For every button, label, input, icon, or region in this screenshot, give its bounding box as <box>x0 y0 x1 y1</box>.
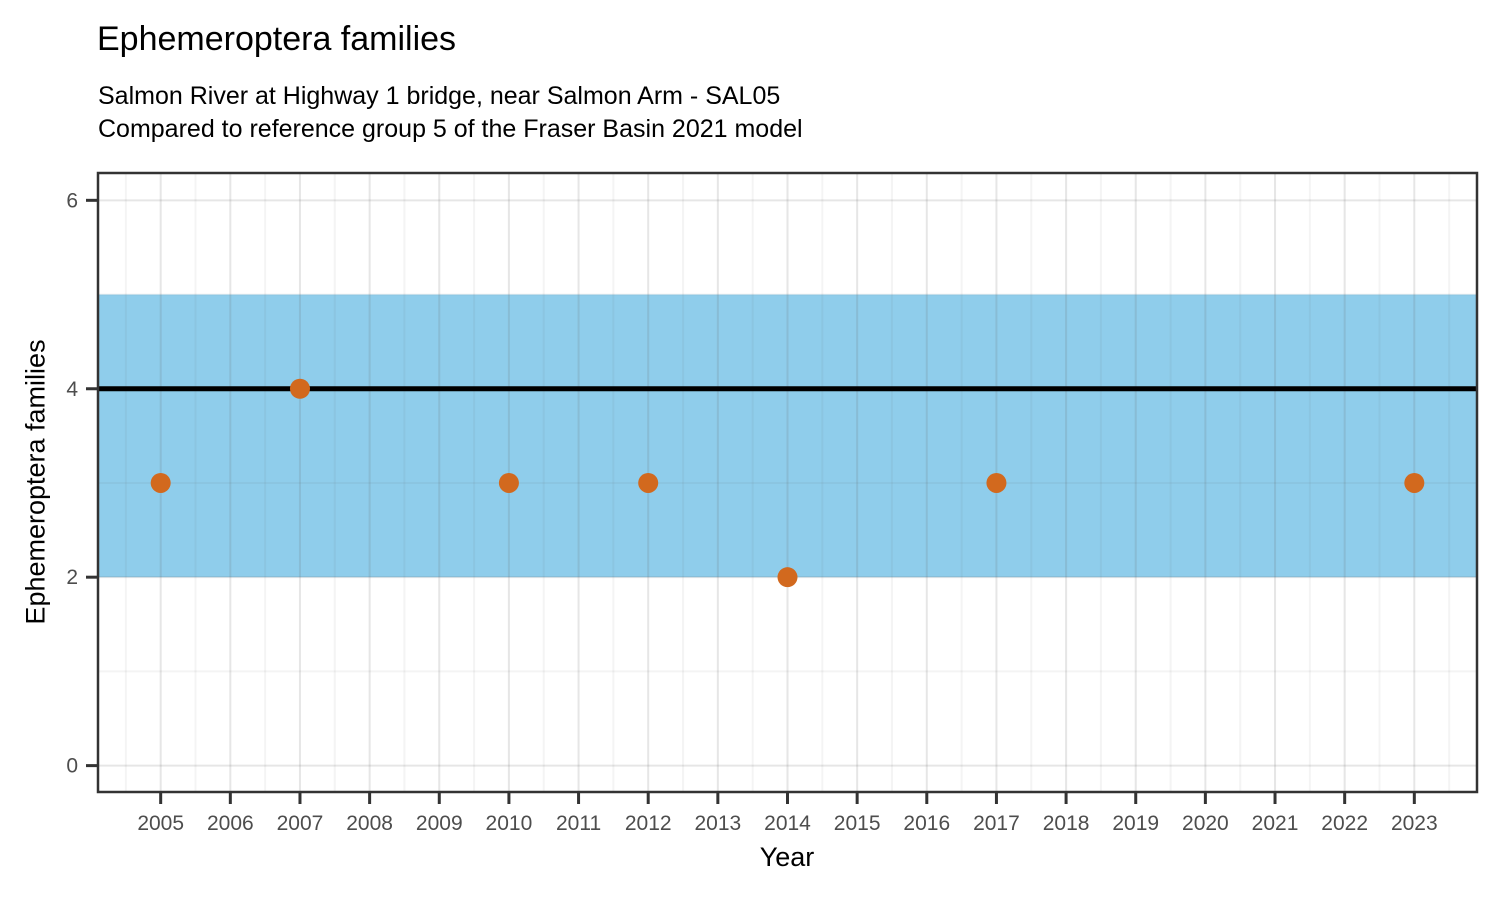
chart-title: Ephemeroptera families <box>97 20 457 58</box>
x-tick-label: 2016 <box>903 812 950 835</box>
chart-subtitle: Salmon River at Highway 1 bridge, near S… <box>98 80 803 146</box>
data-point <box>777 567 798 588</box>
chart-subtitle-line-1: Salmon River at Highway 1 bridge, near S… <box>98 82 781 110</box>
x-tick-label: 2020 <box>1182 812 1229 835</box>
x-tick-label: 2013 <box>694 812 741 835</box>
x-tick-label: 2017 <box>973 812 1020 835</box>
x-tick-label: 2009 <box>416 812 463 835</box>
x-axis-title: Year <box>759 842 815 872</box>
data-point <box>986 472 1007 493</box>
x-tick-label: 2005 <box>137 812 184 835</box>
x-tick-label: 2018 <box>1043 812 1090 835</box>
x-tick-label: 2023 <box>1391 812 1438 835</box>
x-tick-label: 2008 <box>346 812 393 835</box>
x-tick-label: 2022 <box>1321 812 1368 835</box>
reference-band <box>98 294 1477 578</box>
y-tick-label: 0 <box>66 755 78 778</box>
data-point <box>289 378 310 399</box>
data-point <box>1404 472 1425 493</box>
x-tick-label: 2015 <box>834 812 881 835</box>
y-tick-label: 4 <box>66 378 78 401</box>
x-tick-label: 2006 <box>207 812 254 835</box>
x-tick-label: 2019 <box>1112 812 1159 835</box>
data-point <box>498 472 519 493</box>
x-tick-label: 2007 <box>277 812 324 835</box>
data-point <box>638 472 659 493</box>
data-point <box>150 472 171 493</box>
x-tick-label: 2011 <box>556 812 601 835</box>
chart-subtitle-line-2: Compared to reference group 5 of the Fra… <box>98 115 803 143</box>
x-tick-label: 2021 <box>1252 812 1299 835</box>
x-tick-label: 2012 <box>625 812 672 835</box>
x-tick-label: 2014 <box>764 812 811 835</box>
x-tick-label: 2010 <box>486 812 533 835</box>
y-tick-label: 6 <box>66 189 78 212</box>
y-axis-title: Ephemeroptera families <box>20 339 51 625</box>
y-tick-label: 2 <box>66 566 78 589</box>
